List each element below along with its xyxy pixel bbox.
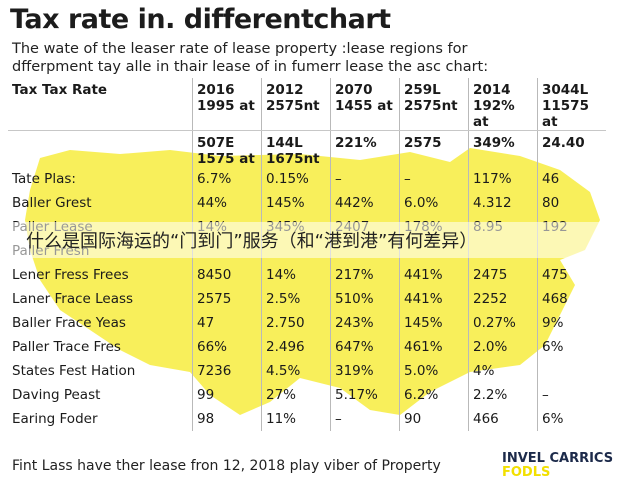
- row-label: Daving Peast: [12, 387, 101, 403]
- table-cell: 6%: [537, 335, 606, 359]
- table-row: Daving Peast 99 27% 5.17% 6.2% 2.2% –: [8, 383, 606, 407]
- table-cell: 6.2%: [399, 383, 469, 407]
- table-cell: 647%: [330, 335, 400, 359]
- table-row: Lener Fress Frees 8450 14% 217% 441% 2475 475: [8, 263, 606, 287]
- row-label: Baller Frace Yeas: [12, 315, 126, 331]
- table-cell: 4%: [468, 359, 538, 383]
- table-cell: 475: [537, 263, 606, 287]
- footer-note: Fint Lass have ther lease fron 12, 2018 …: [12, 458, 441, 474]
- column-header: 259L 2575nt: [399, 78, 469, 131]
- table-cell: 46: [537, 167, 606, 191]
- table-cell: 2.5%: [261, 287, 331, 311]
- table-cell: 442%: [330, 191, 400, 215]
- table-cell: 2.0%: [468, 335, 538, 359]
- table-cell: –: [330, 167, 400, 191]
- table-cell: 5.17%: [330, 383, 400, 407]
- table-cell: 145%: [399, 311, 469, 335]
- row-label: Earing Foder: [12, 411, 98, 427]
- table-cell: 47: [192, 311, 262, 335]
- column-header: 3044L 11575 at: [537, 78, 606, 131]
- table-cell: 0.15%: [261, 167, 331, 191]
- table-cell: 27%: [261, 383, 331, 407]
- table-cell: 6.0%: [399, 191, 469, 215]
- table-cell: 117%: [468, 167, 538, 191]
- table-row: Laner Frace Leass 2575 2.5% 510% 441% 2252 468: [8, 287, 606, 311]
- subtitle-line-2: dfferpment tay alle in thair lease of in…: [12, 59, 489, 75]
- table-cell: 14%: [261, 263, 331, 287]
- table-cell: 2.750: [261, 311, 331, 335]
- table-cell: 4.5%: [261, 359, 331, 383]
- column-header: 2016 1995 at: [192, 78, 262, 131]
- row-label: Baller Grest: [12, 195, 92, 211]
- table-cell: [537, 359, 606, 383]
- table-cell: 98: [192, 407, 262, 431]
- table-row: Baller Grest 44% 145% 442% 6.0% 4.312 80: [8, 191, 606, 215]
- table-cell: 99: [192, 383, 262, 407]
- subheader-cell: 2575: [399, 130, 469, 167]
- table-cell: 2475: [468, 263, 538, 287]
- table-cell: 6%: [537, 407, 606, 431]
- brand-logo: INVEL CARRICS FODLS: [502, 452, 613, 480]
- table-cell: 319%: [330, 359, 400, 383]
- row-label: Lener Fress Frees: [12, 267, 129, 283]
- table-cell: 217%: [330, 263, 400, 287]
- table-cell: 2.2%: [468, 383, 538, 407]
- table-cell: 243%: [330, 311, 400, 335]
- table-cell: 66%: [192, 335, 262, 359]
- chart-title: Tax rate in. differentchart: [10, 4, 391, 35]
- table-cell: 9%: [537, 311, 606, 335]
- table-subheader-row: 507E 1575 at 144L 1675nt 221% 2575 349% …: [8, 130, 606, 168]
- table-row: Tate Plas: 6.7% 0.15% – –117% 46: [8, 167, 606, 191]
- column-header: 2070 1455 at: [330, 78, 400, 131]
- table-cell: 466: [468, 407, 538, 431]
- table-cell: 7236: [192, 359, 262, 383]
- table-row: Paller Trace Fres 66% 2.496 647% 461% 2.0% 6%: [8, 335, 606, 359]
- subheader-cell: 349%: [468, 130, 538, 167]
- caption-overlay: 什么是国际海运的“门到门”服务（和“港到港”有何差异）: [0, 222, 640, 258]
- table-row: States Fest Hation 7236 4.5% 319% 5.0% 4%: [8, 359, 606, 383]
- subtitle-line-1: The wate of the leaser rate of lease рro…: [12, 41, 468, 57]
- overlay-caption: 什么是国际海运的“门到门”服务（和“港到港”有何差异）: [26, 231, 478, 252]
- column-header: Tax Tax Rate: [8, 78, 193, 131]
- row-label: States Fest Hation: [12, 363, 136, 379]
- subtitle: The wate of the leaser rate of lease рro…: [12, 40, 632, 76]
- table-cell: 4.312: [468, 191, 538, 215]
- table-cell: 468: [537, 287, 606, 311]
- subheader-cell: 507E 1575 at: [192, 130, 262, 167]
- column-header: 2012 2575nt: [261, 78, 331, 131]
- table-cell: 44%: [192, 191, 262, 215]
- table-cell: 0.27%: [468, 311, 538, 335]
- table-cell: –: [399, 167, 469, 191]
- table-cell: 145%: [261, 191, 331, 215]
- table-row: Earing Foder 98 11% –90 466 6%: [8, 407, 606, 431]
- table-cell: 11%: [261, 407, 331, 431]
- table-body: Tate Plas: 6.7% 0.15% – –117% 46 Baller Grest 4…: [8, 167, 606, 431]
- row-label: Paller Trace Fres: [12, 339, 121, 355]
- subheader-cell: [8, 131, 193, 168]
- table-cell: 461%: [399, 335, 469, 359]
- table-cell: 90: [399, 407, 469, 431]
- table-row: Baller Frace Yeas 47 2.750 243% 145% 0.27% 9%: [8, 311, 606, 335]
- table-cell: 8450: [192, 263, 262, 287]
- brand-line-2: FODLS: [502, 465, 551, 480]
- table-cell: 5.0%: [399, 359, 469, 383]
- table-cell: 2575: [192, 287, 262, 311]
- table-cell: 6.7%: [192, 167, 262, 191]
- table-cell: –: [537, 383, 606, 407]
- table-header-row: Tax Tax Rate 2016 1995 at 2012 2575nt 20…: [8, 78, 606, 131]
- row-label: Laner Frace Leass: [12, 291, 134, 307]
- table-cell: 441%: [399, 287, 469, 311]
- table-cell: 510%: [330, 287, 400, 311]
- subheader-cell: 221%: [330, 130, 400, 167]
- subheader-cell: 144L 1675nt: [261, 130, 331, 167]
- table-cell: 80: [537, 191, 606, 215]
- row-label: Tate Plas:: [12, 171, 76, 187]
- brand-line-1: INVEL CARRICS: [502, 451, 614, 466]
- table-cell: 2.496: [261, 335, 331, 359]
- column-header: 2014 192% at: [468, 78, 538, 131]
- table-cell: 441%: [399, 263, 469, 287]
- subheader-cell: 24.40: [537, 130, 606, 167]
- table-cell: 2252: [468, 287, 538, 311]
- table-cell: –: [330, 407, 400, 431]
